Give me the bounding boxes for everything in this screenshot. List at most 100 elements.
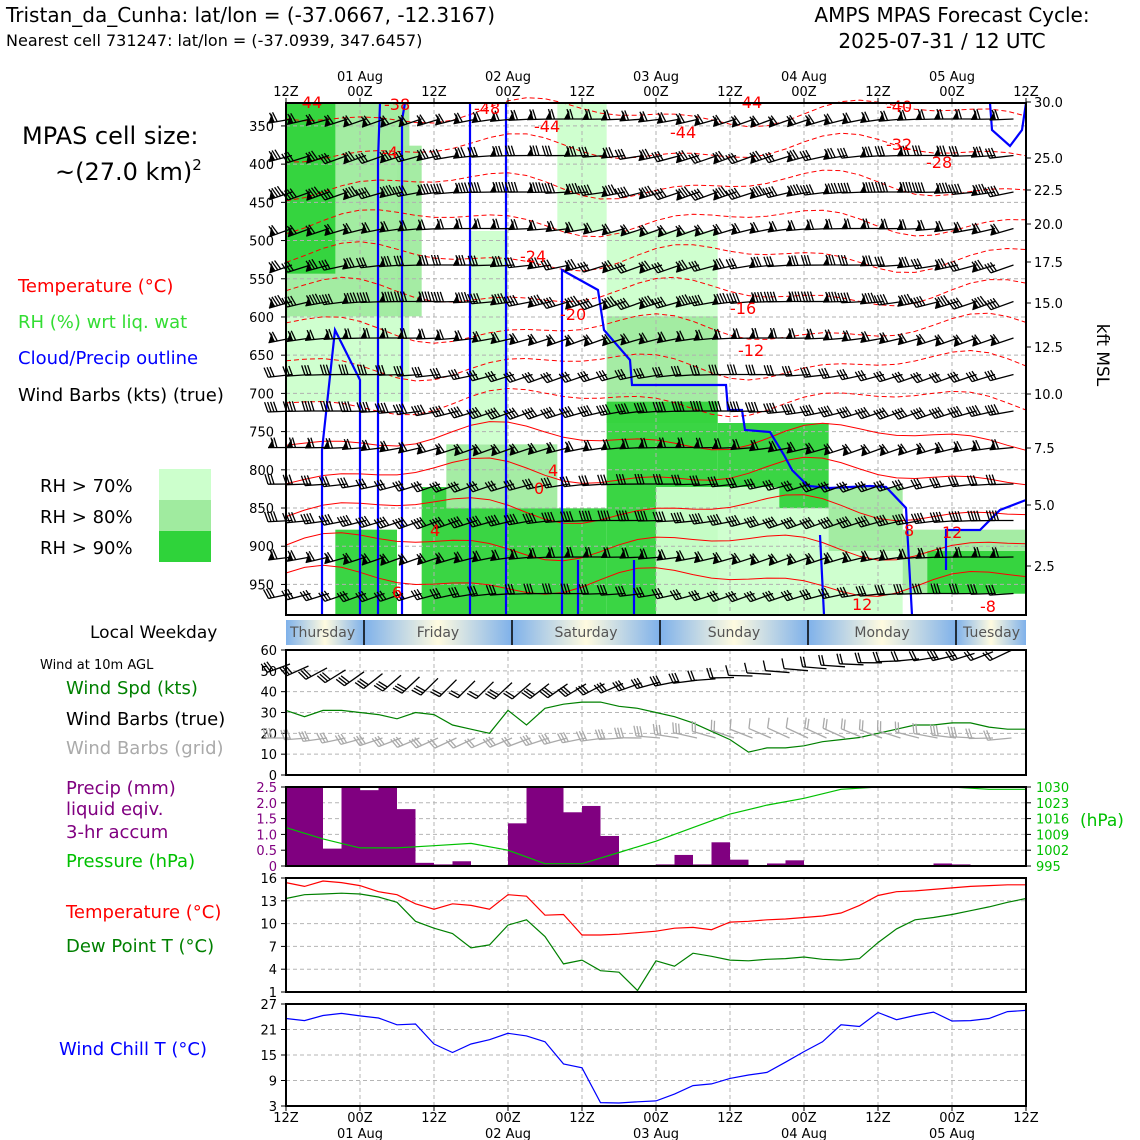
upper-wind-barb — [730, 552, 755, 566]
upper-wind-barb — [504, 583, 533, 595]
surface-wind-barb-true — [448, 680, 476, 699]
upper-wind-barb — [355, 186, 385, 200]
pressure-tick-label: 850 — [249, 502, 274, 517]
upper-wind-barb — [268, 260, 293, 274]
temperature-contour-label: 12 — [942, 523, 962, 542]
surface-wind-barb-true — [649, 675, 679, 687]
upper-wind-barb — [466, 369, 496, 382]
upper-wind-barb — [564, 182, 589, 195]
cross-section-panel: -44 -48-44 -44-44 -40-32-28-38-24-20 -16-12-… — [262, 93, 1028, 616]
upper-wind-barb — [873, 370, 903, 383]
upper-wind-barb — [324, 551, 348, 565]
upper-wind-barb — [656, 549, 681, 561]
temperature-contour — [285, 494, 1027, 524]
upper-wind-barb — [749, 115, 774, 128]
surface-wind-barb-grid — [633, 725, 661, 739]
cloud-outline-segment — [944, 498, 1027, 570]
surface-wind-barb-true — [706, 667, 735, 679]
upper-wind-barb — [601, 223, 626, 236]
upper-wind-barb — [725, 152, 755, 165]
precip-bar — [508, 823, 527, 866]
surface-wind-barb-true — [575, 683, 605, 696]
surface-wind-barb-true — [836, 653, 864, 666]
surface-wind-barb-grid — [353, 734, 383, 747]
upper-wind-barb — [264, 473, 293, 485]
upper-wind-barb — [379, 553, 404, 566]
upper-wind-barb — [744, 401, 774, 413]
upper-wind-barb — [934, 220, 959, 233]
upper-wind-barb — [503, 513, 533, 526]
upper-wind-barb — [984, 147, 1014, 159]
upper-wind-barb — [652, 511, 681, 523]
upper-wind-barb — [967, 583, 996, 595]
y-tick-label: 7 — [269, 940, 277, 955]
wind-barbs-true-label: Wind Barbs (true) — [66, 709, 225, 730]
upper-wind-barb — [971, 259, 996, 273]
y-tick-label: 9 — [269, 1075, 277, 1090]
upper-wind-barb — [915, 333, 940, 347]
temperature-contour-label: -12 — [738, 341, 764, 360]
precip-bar — [304, 787, 323, 866]
kft-tick-label: 20.0 — [1034, 218, 1063, 233]
surface-wind-barb-grid — [912, 723, 938, 739]
surface-wind-barb-grid — [804, 717, 827, 739]
surface-wind-barb-true — [485, 682, 513, 700]
upper-wind-barb — [767, 553, 792, 566]
upper-wind-barb — [563, 546, 589, 558]
pressure-tick-label: 1023 — [1036, 797, 1069, 812]
upper-wind-barb — [762, 151, 792, 164]
upper-wind-barb — [448, 586, 478, 598]
upper-wind-barb — [268, 111, 293, 124]
upper-wind-barb — [392, 150, 422, 163]
top-time-label: 12Z — [569, 85, 595, 100]
bottom-time-label: 12Z — [421, 1111, 447, 1126]
upper-wind-barb — [989, 333, 1014, 347]
upper-wind-barb — [823, 552, 848, 565]
precip-bar — [415, 862, 434, 866]
precip-tick-label: 1.0 — [256, 828, 277, 843]
upper-wind-barb — [263, 366, 293, 378]
temperature-contour-label: 12 — [852, 595, 872, 614]
upper-wind-barb — [545, 220, 570, 233]
surface-wind-barb-true — [945, 649, 975, 662]
nearest-cell-title: Nearest cell 731247: lat/lon = (-37.0939… — [6, 31, 422, 50]
y-tick-label: 30 — [260, 707, 277, 722]
upper-wind-barb — [897, 443, 922, 456]
weekday-label: Sunday — [708, 625, 760, 641]
top-time-label: 00Z — [347, 85, 373, 100]
upper-wind-barb — [675, 259, 700, 273]
surface-wind-barb-grid — [858, 719, 883, 739]
upper-wind-barb — [540, 259, 570, 271]
upper-wind-barb — [712, 186, 737, 201]
pressure-tick-label: 700 — [249, 387, 274, 402]
upper-wind-barb — [342, 552, 367, 566]
bottom-time-label: 00Z — [347, 1111, 373, 1126]
upper-wind-barb — [984, 262, 1014, 274]
upper-wind-barb — [712, 292, 737, 306]
panel-frame — [285, 649, 1027, 776]
surface-wind-barb-true — [963, 650, 994, 662]
upper-wind-barb — [689, 475, 718, 487]
upper-wind-barb — [767, 440, 792, 453]
upper-wind-barb — [323, 114, 348, 127]
upper-wind-barb — [651, 296, 681, 309]
upper-wind-barb — [355, 515, 385, 528]
upper-wind-barb — [563, 108, 589, 120]
upper-wind-barb — [989, 547, 1014, 559]
upper-wind-barb — [527, 333, 552, 347]
upper-wind-barb — [947, 297, 977, 310]
upper-wind-barb — [841, 443, 866, 457]
upper-wind-barb — [263, 511, 293, 523]
rh-region — [286, 103, 336, 274]
upper-wind-barb — [706, 590, 737, 602]
top-date-label: 03 Aug — [633, 70, 679, 85]
upper-wind-barb — [563, 145, 589, 157]
upper-wind-barb — [305, 186, 330, 201]
surface-wind-barb-grid — [652, 723, 679, 739]
upper-wind-barb — [300, 475, 330, 487]
panel-frame — [285, 877, 1027, 993]
precip-tick-label: 2.5 — [256, 781, 277, 796]
upper-wind-barb — [743, 590, 774, 603]
upper-wind-barb — [675, 150, 700, 164]
y-tick-label: 10 — [260, 748, 277, 763]
